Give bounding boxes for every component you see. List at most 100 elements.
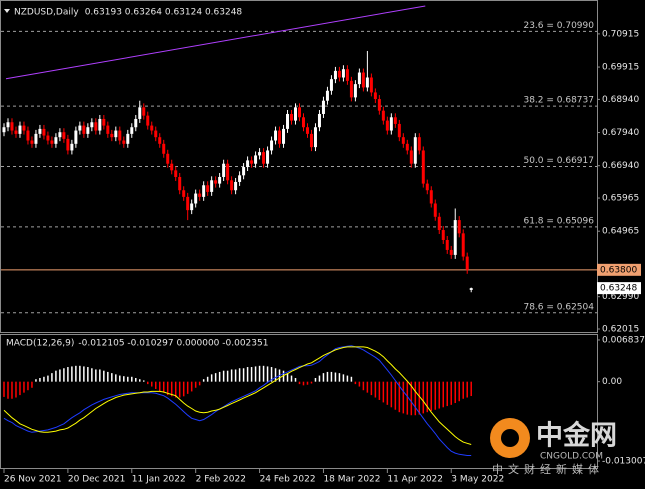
histogram-bar bbox=[123, 376, 125, 382]
x-tick-label: 20 Dec 2021 bbox=[68, 475, 126, 485]
candle-body bbox=[433, 203, 437, 217]
candle-body bbox=[2, 127, 6, 133]
histogram-bar bbox=[402, 381, 405, 414]
histogram-bar bbox=[43, 376, 45, 382]
histogram-bar bbox=[266, 366, 269, 382]
candle-body bbox=[30, 140, 34, 144]
candle-body bbox=[166, 153, 170, 164]
histogram-bar bbox=[354, 381, 357, 385]
menu-arrow[interactable] bbox=[4, 9, 10, 13]
fib-label: 38.2 = 0.68737 bbox=[523, 96, 594, 106]
histogram-bar bbox=[115, 374, 117, 382]
histogram-bar bbox=[15, 381, 17, 398]
candle-body bbox=[78, 125, 82, 131]
candle-body bbox=[98, 118, 102, 131]
candle-body bbox=[154, 130, 158, 138]
candle-body bbox=[238, 175, 242, 182]
candle-body bbox=[14, 130, 18, 134]
candle-body bbox=[437, 216, 441, 231]
histogram-bar bbox=[194, 381, 197, 388]
histogram-bar bbox=[99, 369, 101, 382]
histogram-bar bbox=[366, 381, 369, 393]
macd-title: MACD(12,26,9) bbox=[6, 339, 74, 349]
histogram-bar bbox=[422, 381, 425, 414]
candle-body bbox=[365, 77, 369, 88]
histogram-bar bbox=[174, 381, 177, 398]
y-tick-label: 0.66940 bbox=[602, 161, 639, 171]
candle-body bbox=[345, 69, 349, 81]
candle-body bbox=[309, 133, 313, 148]
candle-body bbox=[449, 249, 453, 255]
histogram-bar bbox=[190, 381, 193, 392]
trendline bbox=[5, 5, 426, 80]
candle-body bbox=[86, 127, 90, 134]
candle-body bbox=[258, 152, 262, 156]
y-tick-label: 0.67940 bbox=[602, 128, 639, 138]
histogram-bar bbox=[286, 373, 289, 382]
candle-body bbox=[278, 130, 282, 144]
candle-body bbox=[178, 176, 182, 191]
watermark: 中金网 CNGOLD.COM 中文财经新媒体 bbox=[490, 418, 617, 476]
candle-body bbox=[226, 163, 230, 181]
histogram-bar bbox=[210, 374, 213, 382]
tagline: 中文财经新媒体 bbox=[492, 462, 604, 476]
candle-body bbox=[305, 127, 309, 134]
candle-body bbox=[54, 137, 58, 144]
x-tick-label: 24 Feb 2022 bbox=[260, 475, 316, 485]
candle-body bbox=[38, 128, 42, 134]
candle-body bbox=[42, 128, 46, 136]
histogram-bar bbox=[170, 381, 173, 397]
candle-body bbox=[138, 107, 142, 119]
fib-label: 78.6 = 0.62504 bbox=[523, 302, 594, 312]
y-tick-label: 0.68940 bbox=[602, 95, 639, 105]
candle-body bbox=[182, 190, 186, 197]
candle-body bbox=[110, 133, 114, 138]
histogram-bar bbox=[310, 381, 313, 384]
candle-body bbox=[405, 143, 409, 151]
histogram-bar bbox=[182, 381, 185, 397]
candle-body bbox=[150, 125, 154, 131]
histogram-bar bbox=[242, 368, 245, 382]
candle-body bbox=[301, 117, 305, 128]
hline-label: 0.63800 bbox=[600, 265, 637, 275]
histogram-bar bbox=[438, 381, 441, 409]
candle-body bbox=[130, 127, 134, 134]
candle-body bbox=[429, 190, 433, 204]
histogram-bar bbox=[222, 370, 225, 382]
histogram-bar bbox=[350, 376, 353, 382]
candle-body bbox=[425, 183, 429, 191]
histogram-bar bbox=[270, 367, 273, 382]
candle-body bbox=[106, 125, 110, 134]
histogram-bar bbox=[302, 381, 305, 386]
x-tick-label: 11 Apr 2022 bbox=[387, 475, 443, 485]
candle-body bbox=[397, 123, 401, 138]
y-tick-label: 0.006837 bbox=[602, 335, 645, 345]
candle-body bbox=[210, 180, 214, 192]
histogram-bar bbox=[386, 381, 389, 405]
histogram-bar bbox=[394, 381, 397, 410]
histogram-bar bbox=[446, 381, 449, 407]
histogram-bar bbox=[79, 365, 81, 382]
candle-body bbox=[445, 239, 449, 250]
candle-body bbox=[353, 84, 357, 98]
histogram-bar bbox=[358, 381, 361, 387]
candle-body bbox=[242, 167, 246, 176]
histogram-bar bbox=[230, 369, 233, 382]
histogram-bar bbox=[234, 369, 237, 382]
histogram-bar bbox=[103, 370, 105, 382]
histogram-bar bbox=[91, 368, 93, 382]
candle-body bbox=[82, 125, 86, 134]
candle-body bbox=[325, 90, 329, 101]
histogram-bar bbox=[470, 381, 472, 397]
candle-body bbox=[46, 135, 50, 141]
candle-body bbox=[94, 122, 98, 131]
histogram-bar bbox=[67, 367, 69, 382]
candle-body bbox=[385, 120, 389, 131]
histogram-bar bbox=[55, 370, 57, 382]
histogram-bar bbox=[390, 381, 393, 408]
histogram-bar bbox=[71, 366, 73, 382]
histogram-bar bbox=[31, 381, 33, 388]
x-tick-label: 11 Jan 2022 bbox=[132, 475, 186, 485]
histogram-bar bbox=[143, 380, 145, 382]
histogram-bar bbox=[346, 375, 349, 382]
